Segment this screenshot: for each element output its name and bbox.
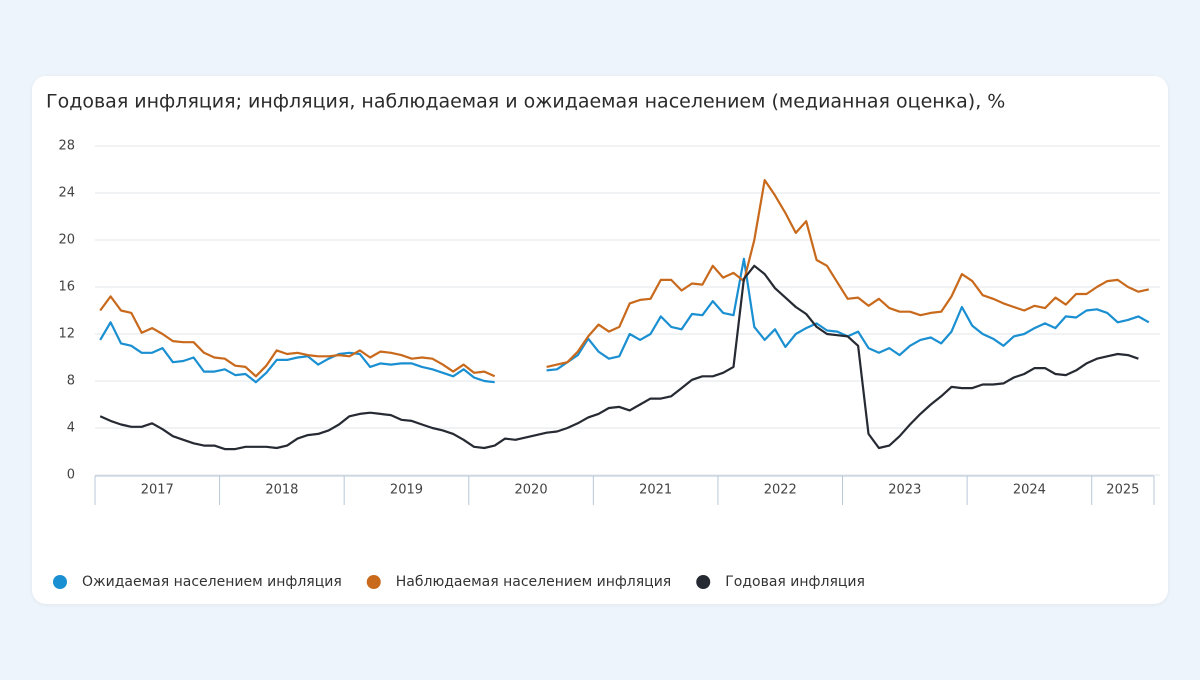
y-tick-label: 4	[67, 421, 75, 436]
x-tick-label: 2023	[888, 483, 921, 498]
y-tick-label: 16	[58, 280, 75, 295]
y-tick-label: 24	[58, 186, 75, 201]
chart-title: Годовая инфляция; инфляция, наблюдаемая …	[46, 91, 1005, 113]
legend-swatch	[53, 575, 67, 589]
x-tick-label: 2017	[141, 483, 174, 498]
x-tick-label: 2022	[764, 483, 797, 498]
y-tick-label: 0	[67, 468, 75, 483]
y-tick-label: 12	[58, 327, 75, 342]
x-tick-label: 2018	[265, 483, 298, 498]
x-tick-label: 2019	[390, 483, 423, 498]
y-tick-label: 20	[58, 233, 75, 248]
legend-swatch	[696, 575, 711, 589]
card	[32, 76, 1168, 604]
series-line	[99, 257, 1150, 384]
legend-label: Наблюдаемая населением инфляция	[396, 574, 671, 590]
series-line	[99, 264, 1139, 451]
legend-label: Ожидаемая населением инфляция	[82, 574, 342, 590]
series-line	[99, 179, 1150, 378]
y-tick-label: 8	[67, 374, 75, 389]
y-tick-label: 28	[58, 139, 75, 154]
x-tick-label: 2025	[1106, 483, 1139, 498]
legend-label: Годовая инфляция	[725, 574, 865, 590]
x-tick-label: 2021	[639, 483, 672, 498]
x-tick-label: 2020	[515, 483, 548, 498]
legend-swatch	[366, 575, 381, 589]
x-tick-label: 2024	[1013, 483, 1046, 498]
